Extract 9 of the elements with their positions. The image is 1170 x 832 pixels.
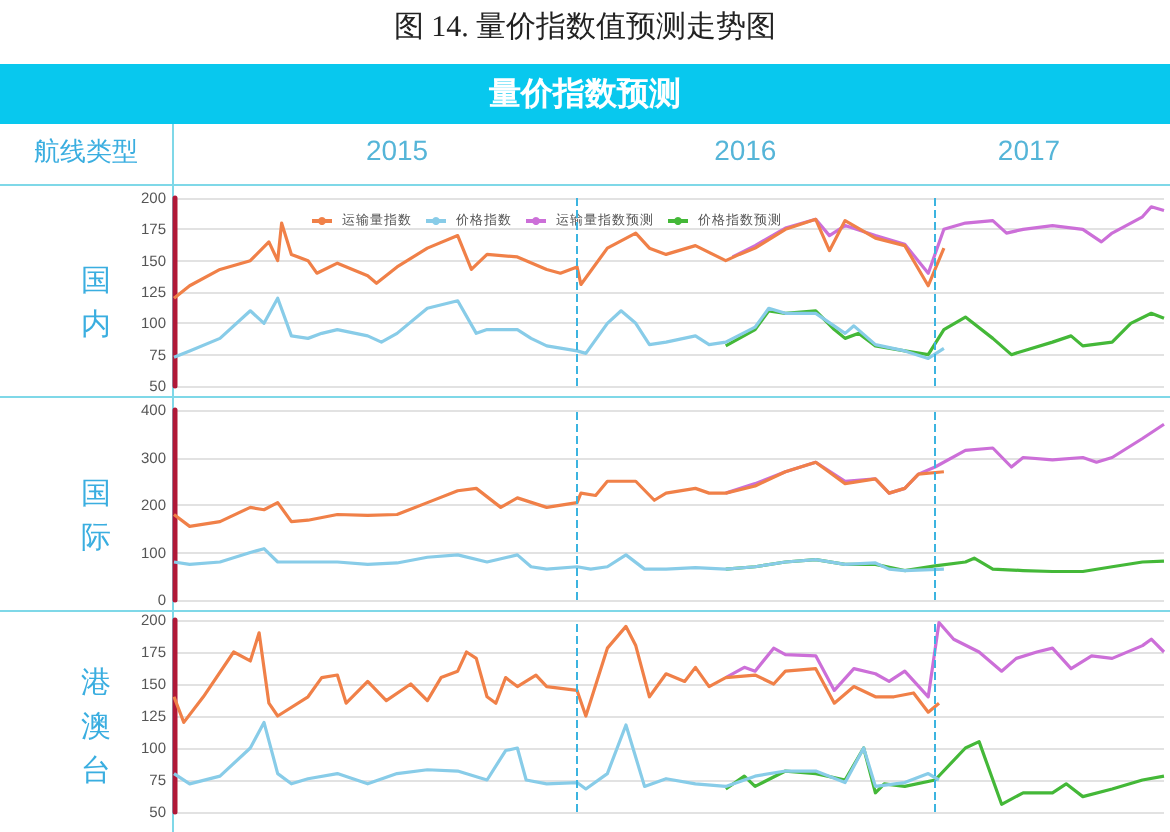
x-tick-label: 2017 xyxy=(997,134,1061,166)
text: 航线类型 xyxy=(32,136,140,172)
text: 港澳台 xyxy=(81,664,111,788)
text: 量价指数预测 xyxy=(0,64,1170,124)
x-tick-label: 2016 xyxy=(714,134,777,166)
caption: 图 14. 量价指数值预测走势图 xyxy=(391,9,779,46)
text: 国际 xyxy=(81,475,111,555)
x-tick-label: 2015 xyxy=(365,134,429,166)
text: 国内 xyxy=(81,262,111,342)
